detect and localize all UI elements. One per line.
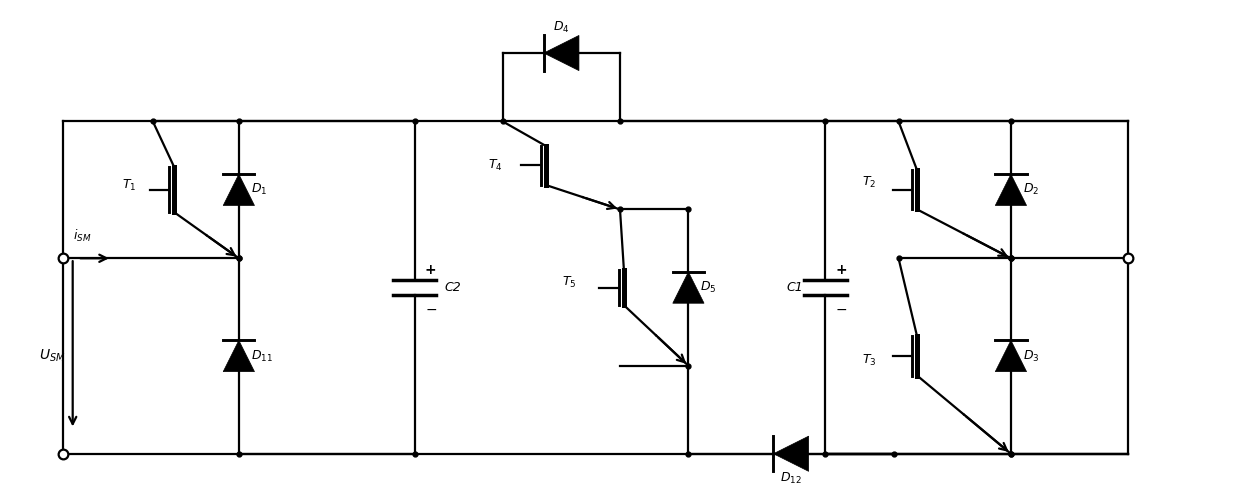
Polygon shape	[774, 436, 808, 471]
Text: $D_2$: $D_2$	[1023, 182, 1039, 197]
Polygon shape	[223, 174, 254, 205]
Text: $D_4$: $D_4$	[553, 20, 569, 35]
Polygon shape	[996, 340, 1027, 372]
Text: C1: C1	[786, 281, 802, 294]
Text: $T_4$: $T_4$	[489, 158, 502, 173]
Text: +: +	[835, 263, 847, 277]
Text: $T_3$: $T_3$	[862, 353, 877, 368]
Text: $D_{11}$: $D_{11}$	[250, 348, 273, 364]
Text: $T_5$: $T_5$	[562, 275, 577, 290]
Text: $T_2$: $T_2$	[862, 174, 877, 189]
Text: $D_3$: $D_3$	[1023, 348, 1039, 364]
Text: C2: C2	[444, 281, 461, 294]
Text: +: +	[424, 263, 436, 277]
Text: $U_{SM}$: $U_{SM}$	[40, 348, 66, 364]
Text: $-$: $-$	[424, 302, 436, 316]
Text: $D_1$: $D_1$	[250, 182, 267, 197]
Text: $-$: $-$	[835, 302, 847, 316]
Text: $D_5$: $D_5$	[701, 280, 717, 295]
Polygon shape	[996, 174, 1027, 205]
Text: $i_{SM}$: $i_{SM}$	[73, 228, 91, 244]
Polygon shape	[223, 340, 254, 372]
Text: $D_{12}$: $D_{12}$	[780, 471, 802, 487]
Text: $T_1$: $T_1$	[122, 177, 136, 192]
Polygon shape	[673, 272, 704, 303]
Polygon shape	[544, 35, 579, 71]
